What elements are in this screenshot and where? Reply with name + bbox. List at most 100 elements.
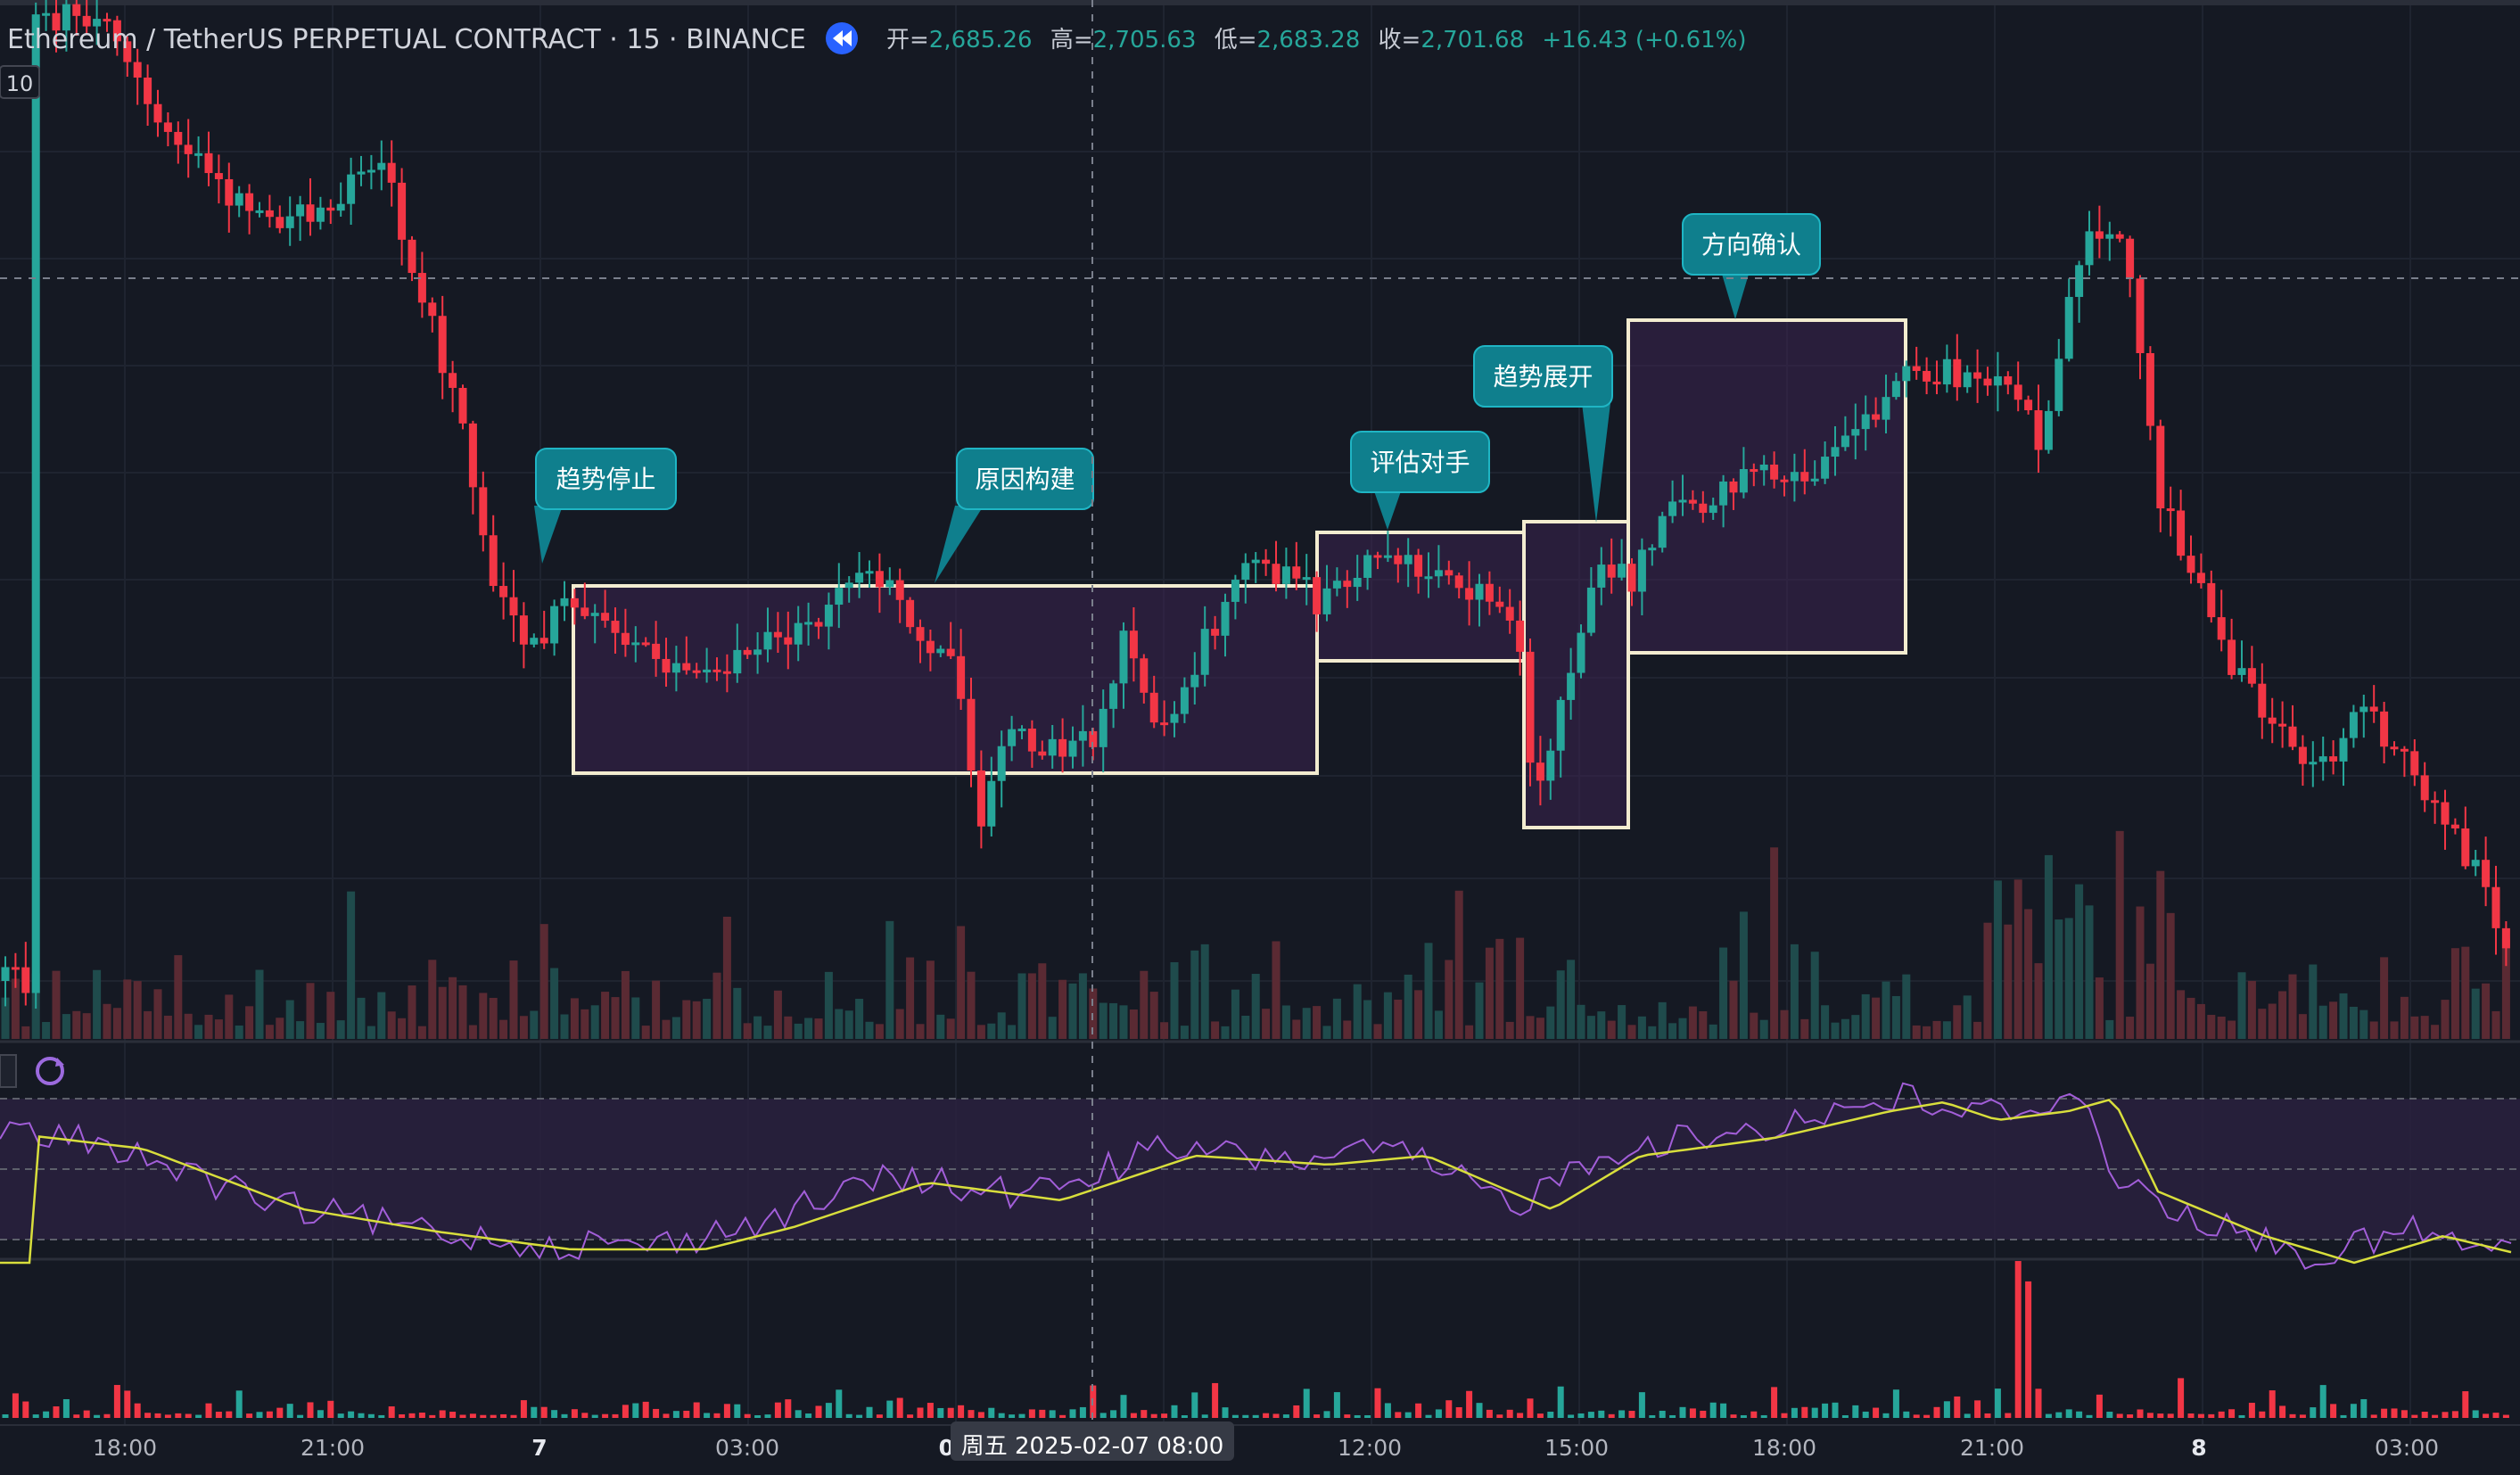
indicator-bar xyxy=(2502,1414,2509,1418)
volume-bar xyxy=(214,1019,223,1039)
volume-bar xyxy=(2390,1021,2399,1039)
volume-bar xyxy=(1932,1020,1941,1039)
candle-body xyxy=(743,649,752,655)
candle-body xyxy=(21,967,30,993)
volume-bar xyxy=(133,981,142,1039)
volume-bar xyxy=(1983,922,1992,1039)
candle-body xyxy=(214,173,223,179)
panel-handle[interactable] xyxy=(0,1054,17,1088)
candle-body xyxy=(1129,630,1138,659)
callout-box xyxy=(1350,431,1490,493)
candle-body xyxy=(2085,231,2094,266)
candle-body xyxy=(824,605,833,627)
volume-bar xyxy=(2247,980,2256,1039)
candle-body xyxy=(1800,472,1809,482)
volume-bar xyxy=(123,979,132,1039)
volume-bar xyxy=(2014,879,2022,1039)
candle-body xyxy=(509,597,518,616)
candle-body xyxy=(641,642,650,646)
time-tick-label: 03:00 xyxy=(2375,1435,2439,1461)
indicator-bar xyxy=(43,1411,50,1418)
indicator-bar xyxy=(1557,1386,1564,1418)
indicator-bar xyxy=(1201,1414,1208,1418)
candle-body xyxy=(703,669,712,673)
volume-bar xyxy=(438,986,447,1039)
callout-5[interactable]: 方向确认 xyxy=(1682,213,1821,319)
candle-body xyxy=(1078,730,1087,741)
volume-bar xyxy=(2288,974,2297,1039)
candle-body xyxy=(31,14,40,993)
volume-bar xyxy=(550,968,559,1039)
candle-body xyxy=(1973,372,1982,379)
indicator-bar xyxy=(723,1404,730,1418)
callout-3[interactable]: 评估对手 xyxy=(1350,431,1490,530)
volume-bar xyxy=(1343,1020,1352,1039)
volume-bar xyxy=(2431,1025,2440,1039)
indicator-bar xyxy=(1974,1400,1981,1418)
candle-body xyxy=(2055,358,2063,411)
candle-body xyxy=(1627,564,1636,592)
indicator-bar xyxy=(856,1414,863,1418)
candle-body xyxy=(11,967,20,970)
volume-bar xyxy=(2298,1014,2307,1039)
time-tick-label: 7 xyxy=(531,1435,547,1461)
candle-body xyxy=(1272,564,1281,584)
indicator-bar xyxy=(764,1414,771,1418)
volume-bar xyxy=(1821,1005,1830,1039)
indicator-bar xyxy=(1395,1412,1402,1418)
volume-bar xyxy=(1942,1021,1951,1039)
candle-body xyxy=(2064,296,2073,359)
indicator-bar xyxy=(591,1414,598,1418)
volume-bar xyxy=(489,997,498,1039)
volume-bar xyxy=(1027,973,1036,1039)
indicator-bar xyxy=(2483,1413,2490,1418)
callout-2[interactable]: 原因构建 xyxy=(935,448,1094,583)
candle-body xyxy=(621,632,630,646)
volume-bar xyxy=(103,1003,111,1039)
indicator-bar xyxy=(2472,1410,2479,1418)
volume-bar xyxy=(2034,963,2043,1039)
indicator-bar xyxy=(926,1403,934,1418)
callout-4[interactable]: 趋势展开 xyxy=(1473,345,1613,523)
callout-pointer xyxy=(1721,271,1750,319)
volume-bar xyxy=(1953,1005,1962,1039)
indicator-bar xyxy=(2086,1414,2093,1418)
volume-bar xyxy=(1872,997,1881,1039)
indicator-bar xyxy=(632,1403,639,1418)
volume-bar xyxy=(671,1017,680,1039)
volume-bar xyxy=(2217,1016,2226,1039)
volume-bar xyxy=(1048,1017,1057,1039)
candle-body xyxy=(1058,738,1067,757)
volume-bar xyxy=(1149,992,1158,1039)
indicator-bar xyxy=(1120,1395,1127,1418)
callout-1[interactable]: 趋势停止 xyxy=(534,448,677,564)
volume-bar xyxy=(1495,938,1504,1039)
candle-body xyxy=(814,622,823,627)
candle-body xyxy=(895,580,904,600)
candle-body xyxy=(1322,588,1331,614)
volume-bar xyxy=(1485,947,1494,1039)
candle-body xyxy=(1505,606,1514,621)
volume-bar xyxy=(1841,1018,1849,1039)
candle-body xyxy=(1872,414,1881,420)
candle-body xyxy=(1313,577,1322,614)
refresh-icon[interactable] xyxy=(36,1057,64,1085)
indicator-bar xyxy=(266,1411,273,1418)
candle-body xyxy=(2309,762,2318,765)
indicator-bar xyxy=(1720,1403,1727,1418)
time-tick-label: 21:00 xyxy=(1960,1435,2024,1461)
candle-body xyxy=(1821,457,1830,479)
indicator-bar xyxy=(1577,1413,1585,1418)
candle-body xyxy=(997,746,1006,781)
time-tick-label: 18:00 xyxy=(93,1435,157,1461)
volume-bar xyxy=(1556,970,1565,1039)
candle-body xyxy=(1729,481,1738,493)
volume-bar xyxy=(530,1010,539,1039)
candle-body xyxy=(1211,629,1220,636)
candle-body xyxy=(449,373,457,388)
candle-body xyxy=(1912,366,1921,371)
indicator-bar xyxy=(1832,1402,1839,1418)
replay-icon[interactable] xyxy=(826,22,858,54)
indicator-bar xyxy=(2076,1411,2083,1418)
